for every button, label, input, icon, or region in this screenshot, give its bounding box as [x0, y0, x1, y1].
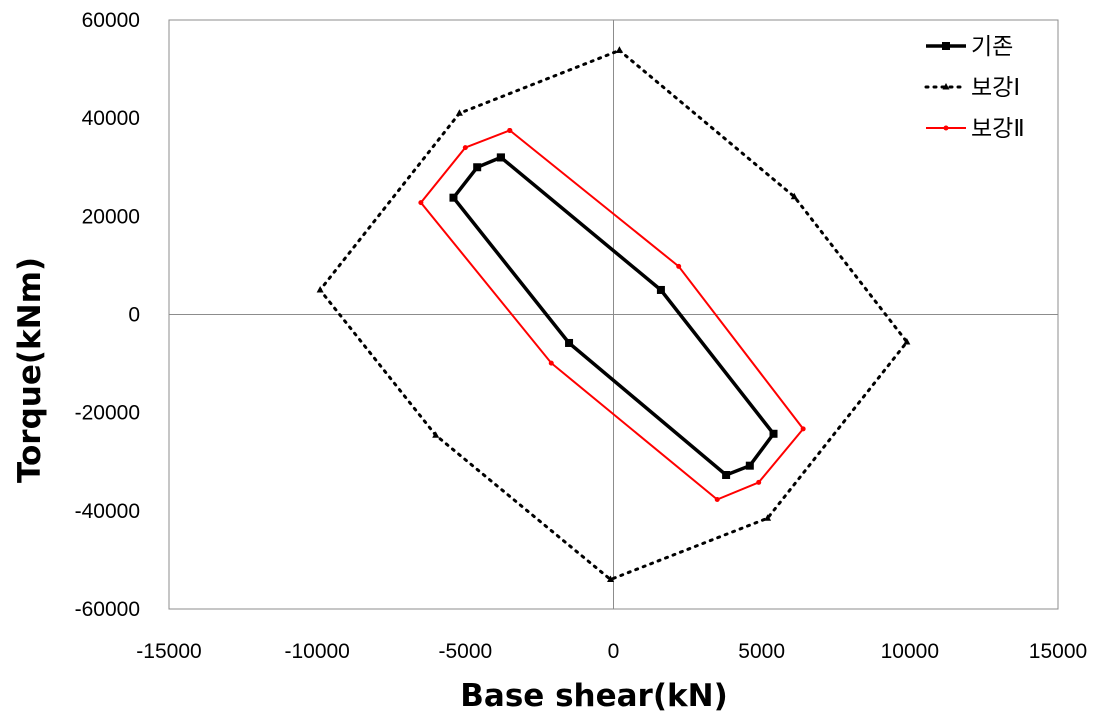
series-1-point-8	[657, 286, 665, 294]
series-1-point-7	[770, 430, 778, 438]
series-3-point-7	[801, 426, 806, 431]
legend-marker-3	[944, 126, 949, 131]
x-tick-label-0: 0	[608, 640, 620, 663]
y-tick-label-40000: 40000	[82, 107, 140, 130]
series-1-point-3	[449, 194, 457, 202]
series-1-point-5	[722, 471, 730, 479]
y-tick-label-60000: 60000	[82, 9, 140, 32]
x-tick-label-15000: -15000	[136, 640, 201, 663]
y-axis-title: Torque(kNm)	[12, 257, 48, 483]
y-tick-label-0: 0	[128, 304, 140, 327]
x-tick-label-10000: 10000	[881, 640, 939, 663]
x-tick-labels: -15000 -10000 -5000 0 5000 10000 15000	[136, 640, 1087, 663]
y-tick-label-20000: 20000	[82, 205, 140, 228]
series-3-point-6	[756, 480, 761, 485]
series-1-point-6	[746, 462, 754, 470]
y-tick-label-20000: -20000	[75, 402, 140, 425]
y-tick-labels: -60000 -40000 -20000 0 20000 40000 60000	[75, 9, 140, 621]
legend-label-1: 기존	[971, 34, 1013, 60]
series-3-point-4	[549, 361, 554, 366]
series-1-point-2	[473, 163, 481, 171]
legend-label-2: 보강Ⅰ	[971, 75, 1020, 101]
y-tick-label-40000: -40000	[75, 500, 140, 523]
y-tick-label-60000: -60000	[75, 598, 140, 621]
series-3-point-3	[418, 200, 423, 205]
x-tick-label-5000: 5000	[738, 640, 785, 663]
series-1-point-9	[497, 153, 505, 161]
x-tick-label-15000: 15000	[1029, 640, 1087, 663]
series-1-point-4	[565, 339, 573, 347]
x-tick-label-5000: -5000	[438, 640, 492, 663]
series-3-point-9	[507, 128, 512, 133]
series-3-point-5	[715, 497, 720, 502]
legend-label-3: 보강Ⅱ	[971, 116, 1025, 142]
series-3-point-2	[463, 145, 468, 150]
legend-marker-1	[942, 42, 950, 50]
x-tick-label-10000: -10000	[284, 640, 349, 663]
series-3-point-8	[676, 264, 681, 269]
x-axis-title: Base shear(kN)	[460, 678, 727, 714]
